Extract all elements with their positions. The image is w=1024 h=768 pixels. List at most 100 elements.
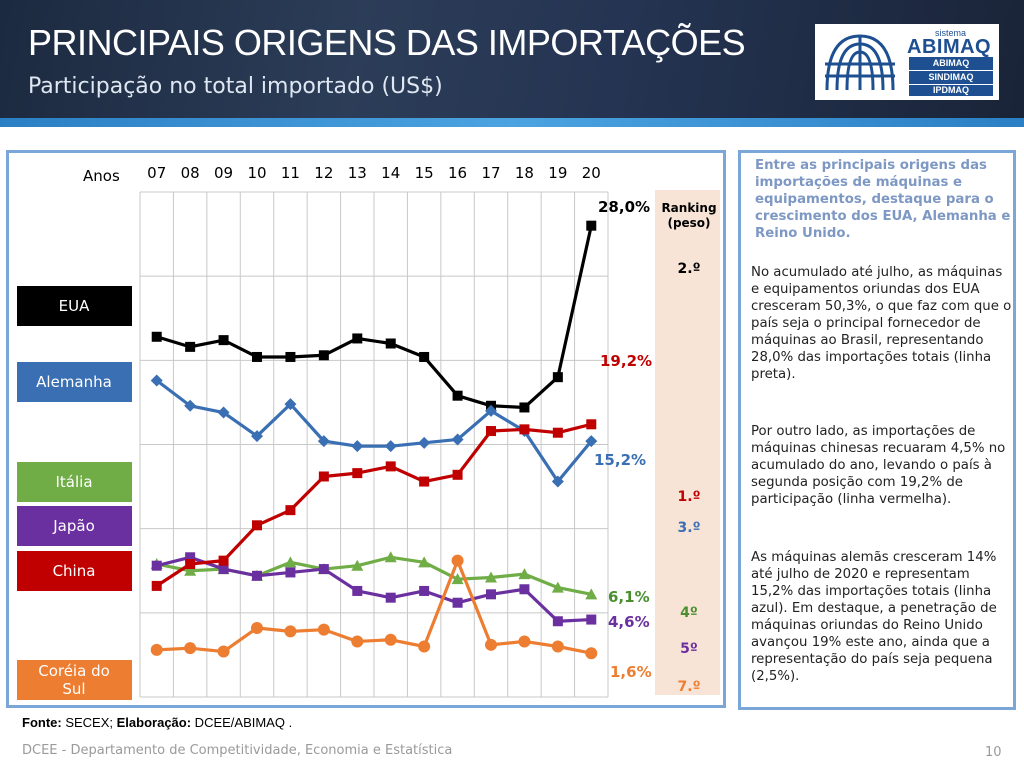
source-value: SECEX; [61,715,117,730]
data-point-1-2 [217,406,230,419]
data-point-5-11 [518,635,531,648]
x-tick-label: 09 [214,164,233,182]
x-tick-label: 12 [314,164,333,182]
ranking-value-3: 5º [680,641,698,657]
data-point-4-7 [385,461,396,472]
data-point-5-8 [418,640,431,653]
data-point-4-5 [318,471,329,482]
ranking-value-5: 7.º [678,679,701,695]
data-point-4-1 [185,559,196,570]
commentary-paragraph-1: No acumulado até julho, as máquinas e eq… [751,265,1012,382]
abimaq-logo: sistema ABIMAQ ABIMAQ SINDIMAQ IPDMAQ [815,24,999,100]
data-point-3-6 [352,585,363,596]
legend-label-4: China [53,562,96,580]
logo-line-sindimaq: SINDIMAQ [909,71,993,84]
data-point-0-8 [419,351,430,362]
end-value-label-4: 19,2% [600,352,652,370]
data-point-3-5 [318,564,329,575]
ranking-header: Ranking [661,201,716,215]
source-note: Fonte: SECEX; Elaboração: DCEE/ABIMAQ . [22,715,292,730]
end-value-label-0: 28,0% [598,198,650,216]
end-value-label-1: 15,2% [594,451,646,469]
data-point-5-5 [317,623,330,636]
ranking-value-4: 1.º [678,489,701,505]
data-point-0-11 [519,402,530,413]
x-tick-label: 15 [415,164,434,182]
header-accent-band [0,118,1024,127]
data-point-4-13 [586,419,597,430]
commentary-paragraph-3: As máquinas alemãs cresceram 14% até jul… [751,550,997,684]
data-point-4-4 [285,505,296,516]
legend-label-2: Itália [55,473,92,491]
legend-box-4 [17,551,132,591]
data-point-0-5 [318,350,329,361]
ranking-value-1: 3.º [678,520,701,536]
data-point-5-9 [451,554,464,567]
source-label: Fonte: [22,715,62,730]
data-point-3-9 [452,597,463,608]
page-title: PRINCIPAIS ORIGENS DAS IMPORTAÇÕES [28,22,746,63]
data-point-1-9 [451,433,464,446]
data-point-2-8 [418,556,431,568]
commentary-paragraph-2: Por outro lado, as importações de máquin… [751,424,1006,507]
data-point-4-11 [519,424,530,435]
data-point-1-6 [351,440,364,453]
elaboration-value: DCEE/ABIMAQ . [191,715,293,730]
page-subtitle: Participação no total importado (US$) [28,74,443,99]
legend-box-0 [17,286,132,326]
end-value-label-2: 6,1% [608,588,650,606]
legend-label-5: Sul [62,680,85,698]
data-point-3-7 [385,592,396,603]
legend-box-3 [17,506,132,546]
data-point-3-11 [519,584,530,595]
x-tick-label: 20 [582,164,601,182]
data-point-0-12 [552,372,563,383]
commentary-panel: Entre as principais origens das importaç… [738,150,1016,710]
data-point-5-2 [217,645,230,658]
data-point-1-3 [251,430,263,443]
data-point-1-10 [485,404,497,417]
chart-panel [6,150,726,708]
data-point-2-12 [551,581,564,593]
data-point-4-10 [486,426,496,437]
data-point-0-13 [586,220,597,231]
data-point-0-1 [185,341,196,352]
data-point-1-1 [184,399,197,412]
legend-box-2 [17,462,132,502]
x-tick-label: 16 [448,164,467,182]
data-point-3-3 [252,570,262,581]
data-point-1-12 [551,475,564,488]
data-point-4-2 [218,555,229,566]
data-point-2-4 [284,556,297,568]
legend-box-5 [17,660,132,700]
data-point-2-11 [518,568,531,580]
legend-box-1 [17,362,132,402]
x-tick-label: 17 [481,164,500,182]
logo-main-text: ABIMAQ [907,36,992,58]
data-point-5-7 [384,633,397,646]
x-tick-label: 11 [281,164,300,182]
data-point-3-4 [285,567,296,578]
x-tick-label: 18 [515,164,534,182]
data-point-3-1 [185,552,196,563]
data-point-0-4 [285,351,296,362]
data-point-5-4 [284,625,297,638]
data-point-2-1 [184,564,197,576]
data-point-4-0 [151,580,162,591]
page-number: 10 [985,745,1002,760]
data-point-0-6 [352,333,363,344]
ranking-value-2: 4º [680,605,698,621]
series-line-4 [155,422,592,588]
series-line-0 [156,225,593,410]
data-point-3-2 [218,564,229,575]
data-point-1-13 [585,435,598,448]
data-point-1-8 [418,436,431,449]
data-point-1-4 [284,398,297,411]
abimaq-globe-icon [821,30,899,94]
series-line-3 [156,555,592,623]
data-point-1-0 [150,374,163,387]
data-point-5-1 [184,642,197,655]
ranking-header: (peso) [667,216,710,230]
data-point-4-8 [419,476,430,487]
